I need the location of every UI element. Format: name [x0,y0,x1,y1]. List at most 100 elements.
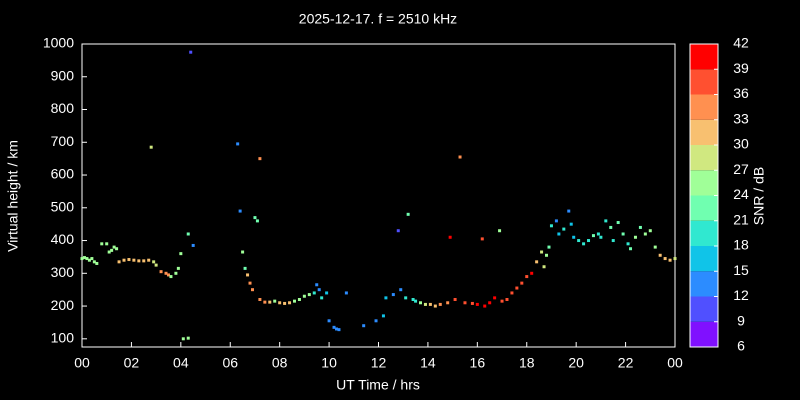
point [554,219,558,223]
colorbar-tick-label: 42 [733,35,749,51]
point [515,286,519,290]
point [315,283,319,287]
point [169,275,173,279]
point [80,257,84,261]
colorbar-tick-label: 9 [737,312,745,328]
point [142,259,146,263]
point [90,257,94,261]
colorbar-tick-label: 6 [737,338,745,354]
colorbar-tick-label: 12 [733,287,749,303]
point [520,281,524,285]
colorbar-tick-label: 39 [733,60,749,76]
colorbar-band [690,321,718,347]
point [258,298,262,302]
point [557,232,561,236]
point [500,299,504,303]
point [174,271,178,275]
point [268,300,272,304]
point [493,296,497,300]
point [480,237,484,241]
point [176,266,180,270]
y-tick-label: 1000 [43,35,74,51]
colorbar-band [690,195,718,221]
x-tick-label: 00 [74,355,90,371]
x-tick-label: 02 [124,355,140,371]
y-tick-label: 800 [51,100,75,116]
point [297,298,301,302]
point [510,291,514,295]
point [577,239,581,243]
point [312,291,316,295]
point [149,145,153,149]
point [325,291,329,295]
point [463,301,467,305]
point [263,300,267,304]
point [166,273,170,277]
point [320,296,324,300]
point [653,245,657,249]
point [243,266,247,270]
point [535,260,539,264]
point [428,302,432,306]
point [423,302,427,306]
point [337,328,341,332]
point [278,301,282,305]
point [604,219,608,223]
y-tick-label: 600 [51,166,75,182]
point [591,234,595,238]
colorbar-band [690,119,718,145]
x-tick-label: 12 [371,355,387,371]
point [582,242,586,246]
point [414,299,418,303]
point [391,293,395,297]
point [283,301,287,305]
point [596,232,600,236]
colorbar-tick-label: 18 [733,237,749,253]
point [154,263,158,267]
colorbar-tick-label: 21 [733,211,749,227]
point [567,209,571,213]
point [663,257,667,261]
point [572,235,576,239]
colorbar-tick-label: 36 [733,85,749,101]
point [189,50,193,54]
point [399,288,403,292]
x-tick-label: 14 [420,355,436,371]
point [616,221,620,225]
point [250,288,254,292]
point [643,232,647,236]
colorbar-band [690,145,718,171]
point [419,301,423,305]
point [307,293,311,297]
point [164,271,168,275]
point [95,261,99,265]
point [587,239,591,243]
point [648,229,652,233]
point [609,225,613,229]
point [488,301,492,305]
point [362,324,366,328]
point [668,258,672,262]
point [100,242,104,246]
point [384,296,388,300]
point [621,232,625,236]
point [122,258,126,262]
point [396,229,400,233]
point [241,250,245,254]
point [87,258,91,262]
point [112,245,116,249]
colorbar-band [690,44,718,70]
point [248,281,252,285]
y-tick-label: 500 [51,198,75,214]
point [137,259,141,263]
point [302,294,306,298]
point [132,258,136,262]
plot-frame [81,43,676,348]
point [673,257,677,261]
x-tick-label: 00 [667,355,683,371]
colorbar-band [690,271,718,297]
point [186,232,190,236]
point [181,337,185,341]
y-tick-label: 100 [51,330,75,346]
